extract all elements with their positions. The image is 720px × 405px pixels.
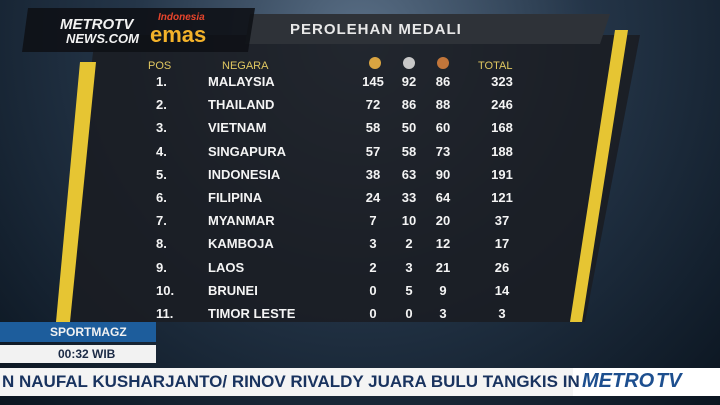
cell-bronze: 3 [439,306,447,321]
cell-total: 246 [491,97,513,113]
cell-country: MALAYSIA [208,74,275,89]
table-panel [62,35,640,322]
header-pos: POS [148,60,172,72]
cell-gold: 0 [369,306,377,321]
cell-silver: 50 [401,120,417,136]
cell-bronze: 9 [439,282,447,298]
cell-pos: 11. [156,306,174,321]
channel-box [573,368,720,396]
cell-country: SINGAPURA [208,143,287,159]
panel-edge-left [56,62,96,322]
cell-bronze: 86 [435,74,451,89]
cell-country: VIETNAM [208,120,267,136]
cell-silver: 10 [401,213,417,229]
cell-pos: 2. [156,97,167,113]
cell-gold: 72 [365,97,381,113]
cell-pos: 8. [156,236,167,252]
cell-silver: 0 [405,306,413,321]
cell-silver: 33 [401,190,417,205]
cell-country: INDONESIA [208,166,281,182]
panel-edge-right [570,30,628,322]
channel-left: METRO [582,370,655,392]
program-bar [0,322,156,342]
cell-bronze: 21 [435,259,451,275]
cell-gold: 24 [365,190,381,205]
logo-box [22,8,255,52]
bronze-icon [437,57,449,69]
cell-bronze: 60 [435,120,451,136]
program: SPORTMAGZ [50,325,127,339]
cell-pos: 6. [156,190,167,205]
channel-right: TV [656,370,682,392]
cell-total: 168 [491,120,513,136]
cell-country: LAOS [208,259,245,275]
cell-bronze: 64 [435,190,451,205]
emas: emas [150,22,207,47]
cell-gold: 0 [369,282,377,298]
cell-gold: 38 [365,166,381,182]
cell-bronze: 12 [435,236,451,252]
cell-country: THAILAND [208,97,275,113]
cell-pos: 9. [156,259,167,275]
cell-total: 121 [491,190,513,205]
cell-silver: 2 [405,236,413,252]
cell-silver: 58 [401,143,417,159]
emas-top: Indonesia [158,12,205,23]
header-country: NEGARA [222,60,269,72]
header-total: TOTAL [478,60,513,72]
cell-total: 14 [494,282,510,298]
cell-gold: 57 [365,143,381,159]
ticker: N NAUFAL KUSHARJANTO/ RINOV RIVALDY JUAR… [2,372,580,391]
cell-gold: 58 [365,120,381,136]
cell-total: 37 [494,213,510,229]
time: 00:32 WIB [58,347,116,361]
cell-country: TIMOR LESTE [208,306,296,321]
silver-icon [403,57,415,69]
title: PEROLEHAN MEDALI [290,21,462,38]
cell-gold: 145 [362,74,384,89]
cell-country: FILIPINA [208,190,263,205]
cell-total: 191 [491,166,513,182]
title-bar [245,14,610,44]
cell-pos: 3. [156,120,167,136]
cell-pos: 10. [156,282,175,298]
cell-total: 323 [491,74,513,89]
cell-bronze: 20 [435,213,451,229]
cell-country: BRUNEI [208,282,258,298]
cell-bronze: 88 [435,97,451,113]
cell-pos: 1. [156,74,167,89]
cell-silver: 3 [405,259,413,275]
brand-sub: NEWS.COM [66,31,139,46]
cell-silver: 5 [405,282,413,298]
cell-gold: 3 [369,236,377,252]
cell-total: 188 [491,143,513,159]
gold-icon [369,57,381,69]
cell-pos: 4. [156,143,167,159]
cell-country: MYANMAR [208,213,275,229]
cell-bronze: 73 [435,143,451,159]
cell-gold: 2 [369,259,377,275]
cell-pos: 5. [156,166,167,182]
brand: METROTV [60,16,134,33]
cell-country: KAMBOJA [208,236,274,252]
cell-silver: 63 [401,166,417,182]
cell-pos: 7. [156,213,167,229]
cell-silver: 86 [401,97,417,113]
cell-total: 26 [494,259,510,275]
cell-silver: 92 [401,74,417,89]
cell-total: 17 [494,236,510,252]
time-bar [0,345,156,363]
cell-bronze: 90 [435,166,451,182]
cell-total: 3 [498,306,506,321]
cell-gold: 7 [369,213,377,229]
